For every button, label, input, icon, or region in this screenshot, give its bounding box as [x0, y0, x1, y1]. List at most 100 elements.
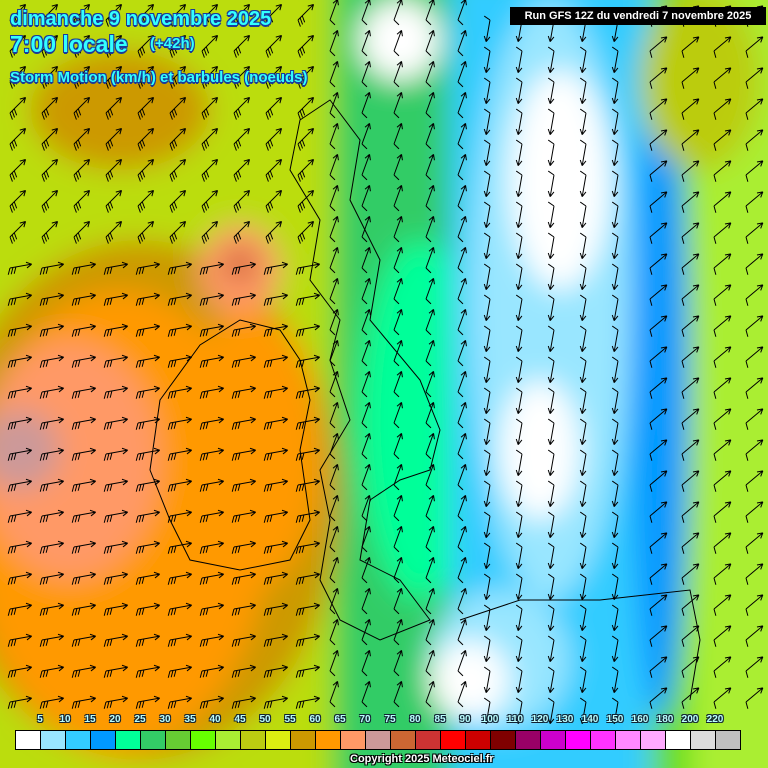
wind-barb	[329, 649, 339, 677]
wind-barb	[393, 122, 403, 150]
wind-barb	[137, 3, 155, 27]
wind-barb	[7, 447, 32, 461]
wind-barb	[169, 3, 187, 27]
wind-barb	[515, 46, 523, 73]
wind-barb	[393, 680, 403, 708]
wind-barb	[7, 664, 32, 678]
wind-barb	[39, 385, 64, 399]
legend-swatch	[341, 731, 366, 749]
wind-barb	[105, 34, 123, 58]
wind-barb	[295, 664, 320, 678]
wind-barb	[199, 447, 224, 461]
legend-swatch	[216, 731, 241, 749]
wind-barb	[135, 509, 160, 523]
wind-barb	[649, 222, 668, 244]
wind-barb	[425, 184, 435, 212]
wind-barb	[579, 604, 587, 631]
wind-barb	[297, 3, 315, 27]
wind-barb	[745, 160, 764, 182]
legend-labels: 5 10 15 20 25 30 35 40 45 50 55 60 65 70 75 80 85 90 100 11…	[0, 714, 768, 728]
wind-barb	[483, 201, 491, 228]
wind-barb	[425, 277, 435, 305]
wind-barb	[199, 509, 224, 523]
wind-barb	[71, 447, 96, 461]
wind-barb	[137, 96, 155, 120]
wind-barb	[547, 511, 555, 538]
wind-barb	[231, 540, 256, 554]
wind-barb	[265, 158, 283, 182]
wind-barb	[457, 0, 467, 26]
wind-barb	[167, 509, 192, 523]
wind-barb	[515, 108, 523, 135]
wind-barb	[135, 292, 160, 306]
wind-barb	[425, 463, 435, 491]
wind-barb	[713, 625, 732, 647]
wind-barb	[263, 261, 288, 275]
wind-barb	[201, 3, 219, 27]
wind-barb	[201, 158, 219, 182]
wind-barb	[199, 540, 224, 554]
wind-barb	[483, 108, 491, 135]
wind-barb	[103, 323, 128, 337]
wind-barb	[233, 96, 251, 120]
wind-barb	[457, 29, 467, 57]
wind-barb	[425, 215, 435, 243]
wind-barb	[9, 158, 27, 182]
wind-barb	[547, 263, 555, 290]
wind-barb	[579, 15, 587, 42]
wind-barb	[361, 401, 371, 429]
wind-barb	[649, 284, 668, 306]
wind-barb	[199, 602, 224, 616]
wind-barb	[649, 315, 668, 337]
wind-barb	[135, 385, 160, 399]
wind-barb	[393, 556, 403, 584]
forecast-time: 7:00 locale	[10, 31, 128, 57]
wind-barb	[649, 532, 668, 554]
wind-barb	[547, 325, 555, 352]
wind-barb	[41, 158, 59, 182]
wind-barb	[425, 432, 435, 460]
wind-barb	[483, 46, 491, 73]
wind-barb	[297, 127, 315, 151]
wind-barb	[745, 284, 764, 306]
wind-barb	[199, 664, 224, 678]
wind-barb	[265, 65, 283, 89]
wind-barb	[745, 346, 764, 368]
wind-barb	[611, 542, 619, 569]
wind-barb	[713, 563, 732, 585]
wind-barb	[137, 220, 155, 244]
wind-barb	[73, 65, 91, 89]
wind-barb	[135, 323, 160, 337]
wind-barb	[483, 511, 491, 538]
wind-barb	[39, 633, 64, 647]
wind-barb	[457, 246, 467, 274]
wind-barb	[745, 532, 764, 554]
wind-barb	[263, 509, 288, 523]
wind-barb	[103, 633, 128, 647]
wind-barb	[329, 215, 339, 243]
wind-barb	[297, 220, 315, 244]
wind-barb	[393, 618, 403, 646]
wind-barb	[457, 401, 467, 429]
wind-barb	[201, 220, 219, 244]
wind-barb	[483, 139, 491, 166]
wind-barb	[71, 261, 96, 275]
wind-barb	[39, 416, 64, 430]
wind-barb	[297, 158, 315, 182]
wind-barb	[579, 170, 587, 197]
wind-barb	[579, 356, 587, 383]
wind-barb	[745, 36, 764, 58]
wind-barb	[199, 416, 224, 430]
wind-barb	[547, 139, 555, 166]
wind-barb	[649, 656, 668, 678]
wind-barb	[515, 542, 523, 569]
wind-barb	[71, 323, 96, 337]
wind-barb	[611, 325, 619, 352]
wind-barb	[547, 542, 555, 569]
wind-barb	[73, 127, 91, 151]
wind-barb	[169, 158, 187, 182]
wind-barb	[611, 449, 619, 476]
wind-barb	[329, 401, 339, 429]
wind-barb	[649, 191, 668, 213]
wind-barb	[169, 189, 187, 213]
